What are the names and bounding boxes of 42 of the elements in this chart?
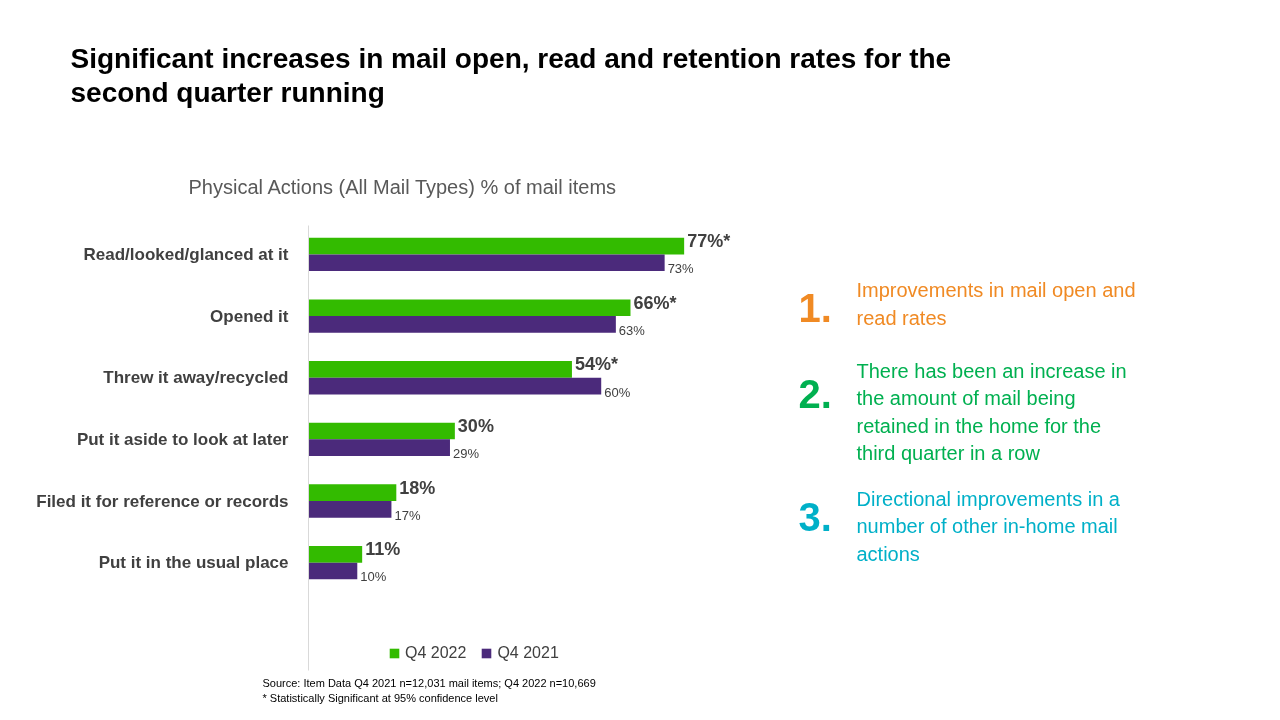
bar: [308, 546, 363, 563]
y-tick-label: Put it in the usual place: [98, 553, 289, 573]
data-label: 77%*: [687, 231, 731, 252]
data-label: 11%: [365, 539, 401, 560]
legend-label: Q4 2021: [497, 644, 559, 662]
bar: [308, 316, 616, 333]
bar: [308, 562, 358, 580]
bar: [308, 439, 450, 457]
bar: [308, 501, 392, 518]
bar: [308, 237, 685, 255]
data-label: 60%: [604, 384, 631, 400]
y-tick-label: Filed it for reference or records: [36, 491, 289, 511]
text: * Statistically Significant at 95% confidence level: [262, 691, 498, 704]
chart-subtitle: Physical Actions (All Mail Types) % of mail items: [188, 175, 617, 198]
data-label: 30%: [457, 416, 494, 437]
bar: [308, 299, 631, 317]
data-label: 10%: [360, 569, 387, 585]
y-tick-label: Opened it: [210, 306, 289, 326]
bar: [308, 377, 602, 395]
bar: [308, 484, 397, 502]
text: 1.: [798, 285, 832, 330]
text: 2.: [798, 372, 832, 417]
bar: [308, 422, 455, 440]
y-tick-label: Put it aside to look at later: [76, 429, 289, 449]
bar: [308, 361, 572, 378]
data-label: 54%*: [574, 354, 618, 375]
data-label: 17%: [394, 507, 421, 523]
y-tick-label: Read/looked/glanced at it: [83, 244, 289, 264]
data-label: 63%: [618, 322, 646, 338]
source-note: Source: Item Data Q4 2021 n=12,031 mail items; Q4 2022 n=10,669: [262, 676, 596, 689]
data-label: 29%: [452, 446, 480, 462]
legend-label: Q4 2022: [405, 644, 467, 662]
text: 3.: [798, 495, 832, 540]
chart-title: Significant increases in mail open, read and retention rates for the second quarter running: [70, 42, 952, 108]
data-label: 18%: [399, 477, 436, 498]
bar: [308, 254, 665, 272]
text: There has been an increase in the amount of mail being retained in the home for the third quarter in a row: [856, 359, 1127, 465]
text: Directional improvements in a number of other in-home mail actions: [856, 487, 1121, 565]
y-tick-label: Threw it away/recycled: [103, 368, 289, 388]
data-label: 66%*: [633, 292, 677, 313]
text: Improvements in mail open and read rates: [856, 279, 1136, 329]
data-label: 73%: [667, 261, 695, 277]
